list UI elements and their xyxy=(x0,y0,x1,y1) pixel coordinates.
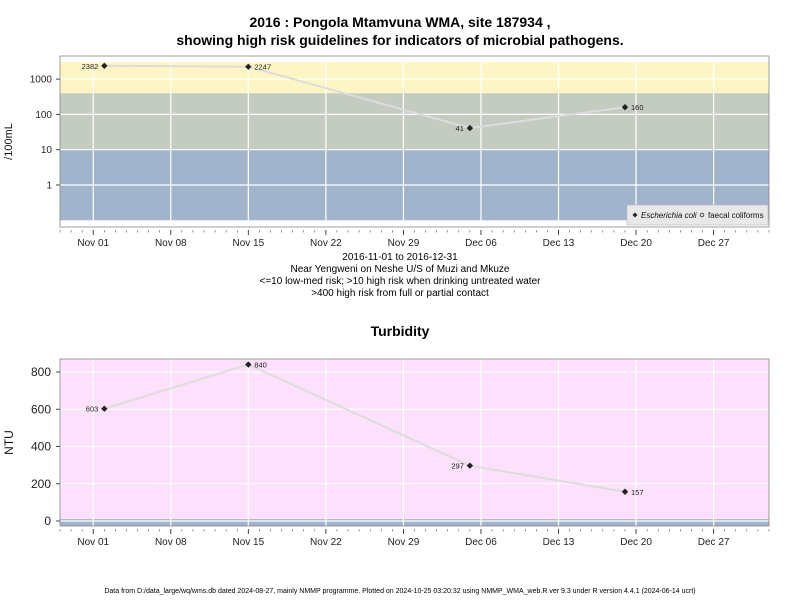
data-label: 41 xyxy=(456,124,464,133)
y-tick-label: 1000 xyxy=(30,75,53,86)
series-line xyxy=(104,64,626,130)
legend-marker-ecoli xyxy=(632,212,638,218)
location-note: Near Yengweni on Neshe U/S of Muzi and M… xyxy=(290,264,510,275)
legend-label-ecoli: Escherichia coli xyxy=(641,211,697,220)
x-tick-label: Nov 15 xyxy=(232,238,264,249)
plot-frame xyxy=(59,358,770,527)
x-tick-label: Nov 29 xyxy=(388,537,420,548)
y-tick-label: 800 xyxy=(31,365,51,379)
x-tick-label: Nov 01 xyxy=(77,537,109,548)
turbidity-title: Turbidity xyxy=(370,323,430,339)
y-tick-label: 0 xyxy=(44,514,51,528)
series-line xyxy=(104,363,626,493)
risk-zone-1 xyxy=(60,93,769,150)
x-tick-label: Dec 27 xyxy=(698,238,730,249)
plot-frame xyxy=(59,55,770,228)
risk-note-1: <=10 low-med risk; >10 high risk when dr… xyxy=(259,276,541,287)
plot-background xyxy=(60,359,769,526)
baseline-band xyxy=(60,519,769,526)
data-label: 297 xyxy=(451,462,464,471)
legend-label-faecal: faecal coliforms xyxy=(708,211,764,220)
data-point xyxy=(466,462,474,469)
x-tick-label: Nov 22 xyxy=(310,537,342,548)
risk-zone-2 xyxy=(60,62,769,94)
data-label: 2247 xyxy=(254,63,271,72)
data-point xyxy=(101,405,108,412)
data-label: 840 xyxy=(254,361,267,370)
y-axis-label: /100mL xyxy=(3,123,15,160)
footer-note: Data from D:/data_large/wq/wms.db dated … xyxy=(104,588,696,595)
y-tick-label: 600 xyxy=(31,402,51,416)
data-point xyxy=(245,63,252,70)
legend-box xyxy=(626,204,769,226)
y-tick-label: 200 xyxy=(31,477,51,491)
chart-title-line-2: showing high risk guidelines for indicat… xyxy=(176,32,624,48)
x-tick-label: Dec 20 xyxy=(620,238,652,249)
x-tick-label: Dec 06 xyxy=(465,537,497,548)
x-tick-label: Nov 08 xyxy=(155,238,187,249)
data-label: 2382 xyxy=(82,62,99,71)
data-point xyxy=(101,62,108,69)
x-tick-label: Dec 20 xyxy=(620,537,652,548)
x-tick-label: Dec 13 xyxy=(543,537,575,548)
date-range-note: 2016-11-01 to 2016-12-31 xyxy=(342,252,458,263)
legend-marker-faecal xyxy=(699,212,705,218)
chart-title-line-1: 2016 : Pongola Mtamvuna WMA, site 187934… xyxy=(249,14,551,30)
x-tick-label: Dec 13 xyxy=(543,238,575,249)
y-tick-label: 100 xyxy=(35,110,52,121)
x-tick-label: Nov 08 xyxy=(155,537,187,548)
data-label: 157 xyxy=(631,488,644,497)
data-label: 160 xyxy=(631,103,644,112)
y-axis-label: NTU xyxy=(2,430,16,455)
data-point xyxy=(466,124,474,132)
risk-zone-0 xyxy=(60,149,769,221)
x-tick-label: Nov 01 xyxy=(77,238,109,249)
data-point xyxy=(245,361,252,368)
x-tick-label: Nov 15 xyxy=(232,537,264,548)
x-tick-label: Dec 06 xyxy=(465,238,497,249)
x-tick-label: Dec 27 xyxy=(698,537,730,548)
risk-note-2: >400 high risk from full or partial cont… xyxy=(311,288,489,299)
data-point xyxy=(621,103,629,111)
x-tick-label: Nov 22 xyxy=(310,238,342,249)
x-tick-label: Nov 29 xyxy=(388,238,420,249)
data-label: 603 xyxy=(86,405,99,414)
y-tick-label: 400 xyxy=(31,440,51,454)
data-point xyxy=(621,488,629,495)
y-tick-label: 10 xyxy=(41,145,53,156)
y-tick-label: 1 xyxy=(46,181,52,192)
